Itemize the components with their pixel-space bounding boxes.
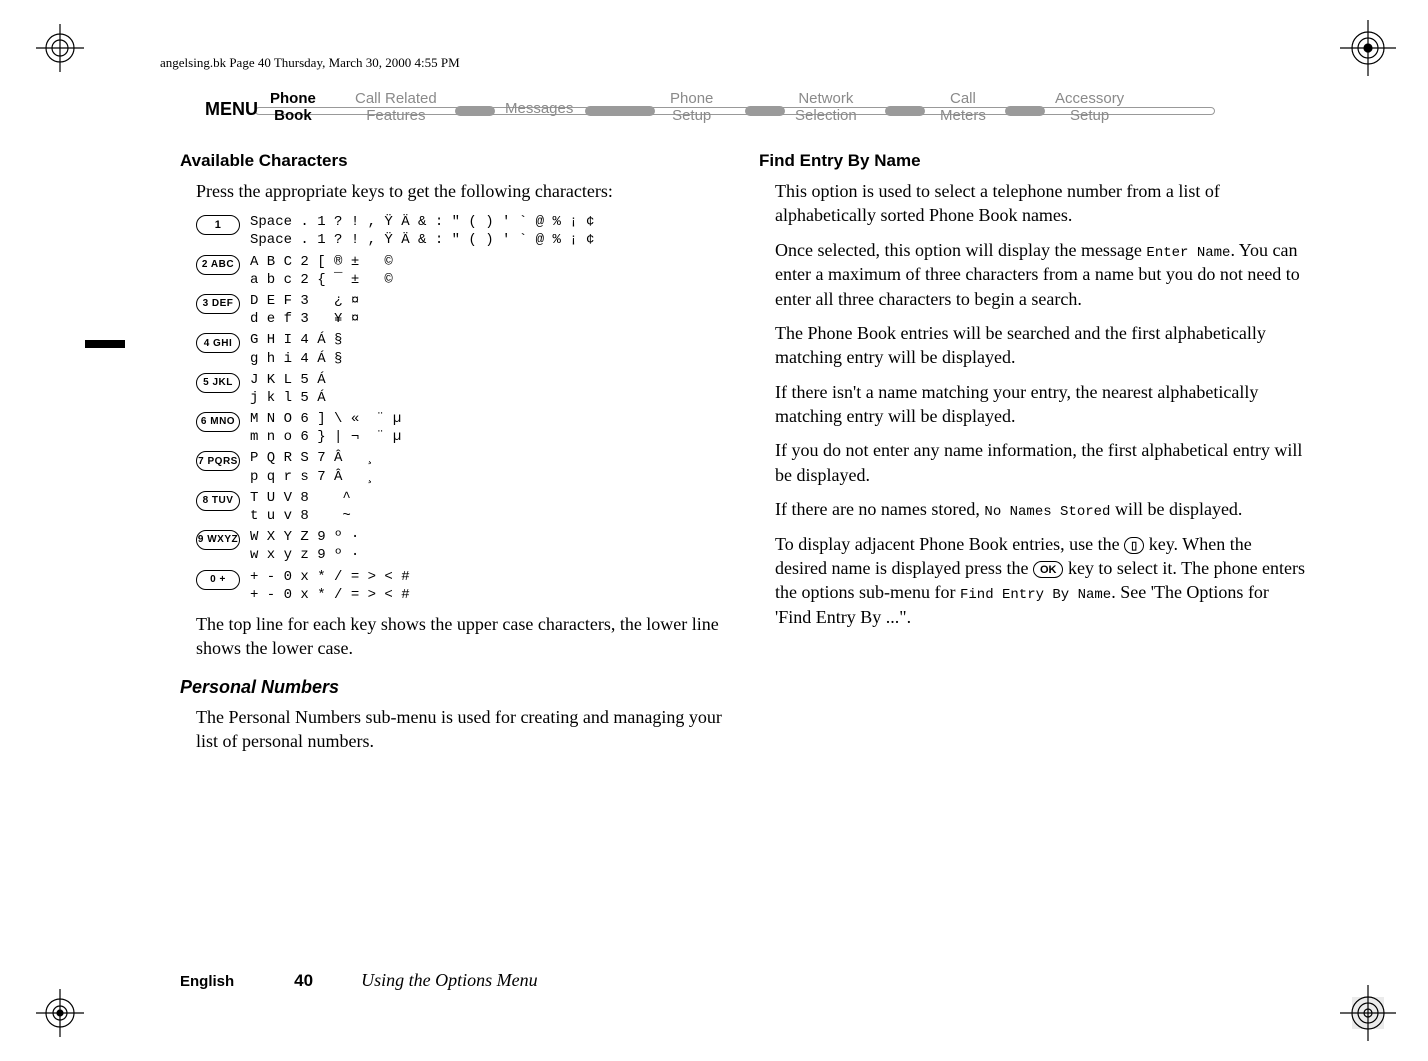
p-r7: To display adjacent Phone Book entries, …	[775, 532, 1308, 630]
footer-page-number: 40	[294, 971, 313, 991]
page-footer: English 40 Using the Options Menu	[180, 970, 1308, 991]
nav-call-meters: CallMeters	[940, 91, 986, 124]
heading-personal-numbers: Personal Numbers	[180, 675, 729, 699]
heading-available-characters: Available Characters	[180, 150, 729, 173]
reg-mark-br	[1338, 983, 1398, 1043]
reg-mark-tr	[1338, 18, 1398, 78]
p-personal-numbers: The Personal Numbers sub-menu is used fo…	[196, 705, 729, 754]
nav-phone-setup: PhoneSetup	[670, 91, 713, 124]
key-char-table: 1Space . 1 ? ! , Ÿ Ä & : " ( ) ' ` @ % ¡…	[196, 213, 729, 604]
nav-phone-book: PhoneBook	[270, 91, 316, 124]
footer-language: English	[180, 973, 234, 990]
p-r6: If there are no names stored, No Names S…	[775, 497, 1308, 522]
header-filename: angelsing.bk Page 40 Thursday, March 30,…	[160, 55, 460, 71]
heading-find-entry: Find Entry By Name	[759, 150, 1308, 173]
keycap-9: 9 WXYZ	[196, 530, 240, 550]
menu-label: MENU	[205, 99, 258, 120]
keycap-3: 3 DEF	[196, 294, 240, 314]
keycap-2: 2 ABC	[196, 255, 240, 275]
p-r5: If you do not enter any name information…	[775, 438, 1308, 487]
keycap-1: 1	[196, 215, 240, 235]
nav-network-selection: NetworkSelection	[795, 91, 857, 124]
keycap-7: 7 PQRS	[196, 451, 240, 471]
keycap-5: 5 JKL	[196, 373, 240, 393]
p-r1: This option is used to select a telephon…	[775, 179, 1308, 228]
menu-nav: MENU PhoneBook Call RelatedFeatures Mess…	[205, 85, 1225, 140]
nav-messages: Messages	[505, 101, 573, 118]
p-topline: The top line for each key shows the uppe…	[196, 612, 729, 661]
p-r2: Once selected, this option will display …	[775, 238, 1308, 311]
right-column: Find Entry By Name This option is used t…	[759, 150, 1308, 941]
p-r3: The Phone Book entries will be searched …	[775, 321, 1308, 370]
reg-mark-bl	[30, 983, 90, 1043]
keycap-6: 6 MNO	[196, 412, 240, 432]
keycap-8: 8 TUV	[196, 491, 240, 511]
reg-mark-tl	[30, 18, 90, 78]
ok-key-icon: OK	[1033, 561, 1064, 578]
p-r4: If there isn't a name matching your entr…	[775, 380, 1308, 429]
p-press-keys: Press the appropriate keys to get the fo…	[196, 179, 729, 203]
footer-chapter: Using the Options Menu	[361, 970, 537, 991]
nav-accessory-setup: AccessorySetup	[1055, 91, 1124, 124]
black-tab	[85, 340, 125, 348]
keycap-4: 4 GHI	[196, 333, 240, 353]
keycap-0: 0 +	[196, 570, 240, 590]
left-column: Available Characters Press the appropria…	[180, 150, 729, 941]
scroll-key-icon: ▯	[1124, 537, 1144, 554]
nav-call-related: Call RelatedFeatures	[355, 91, 437, 124]
